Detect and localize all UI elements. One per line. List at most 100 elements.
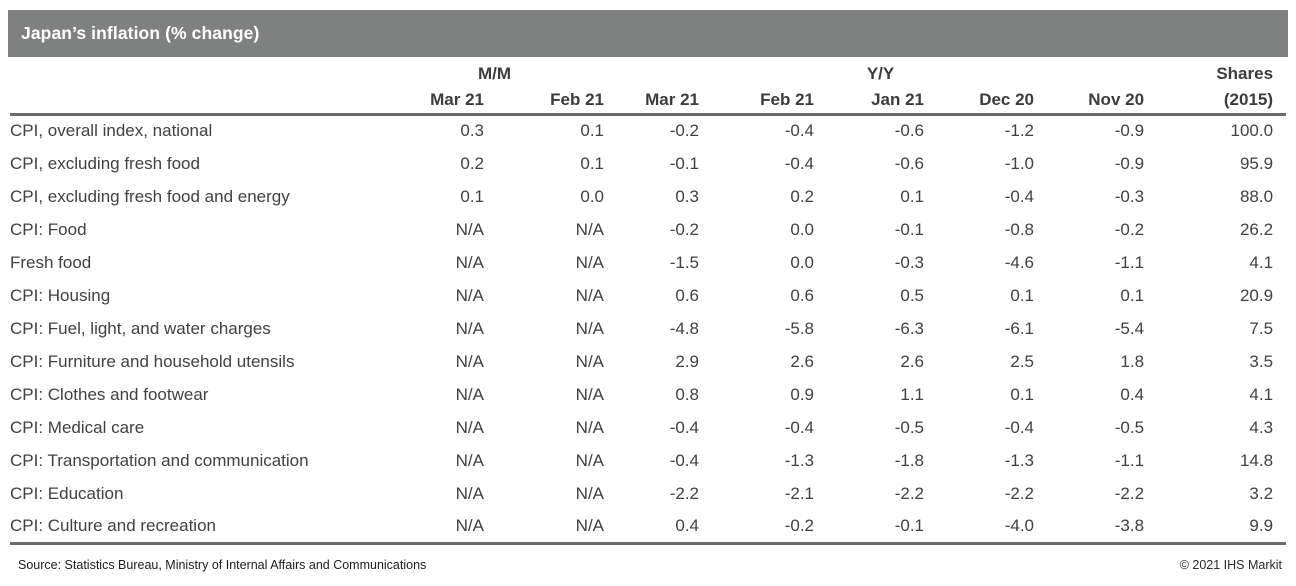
cell-value: N/A [575,483,605,503]
cell-value: -2.2 [894,483,925,503]
row-label: CPI: Clothes and footwear [10,384,209,404]
cell-value: -0.4 [1004,186,1035,206]
cell-value: 0.1 [1010,285,1035,305]
cell-value: -0.9 [1114,153,1145,173]
cell-value: 0.9 [790,384,815,404]
cell-value: 2.9 [675,351,700,371]
cell-value: N/A [575,219,605,239]
cell-value: 2.6 [900,351,925,371]
cell-value: 0.4 [1120,384,1145,404]
cell-value: 0.1 [460,186,484,206]
cell-value: -0.4 [1004,417,1035,437]
cell-value: -0.5 [894,417,925,437]
cell-value: N/A [575,351,605,371]
column-header-period: Mar 21 [617,87,713,116]
cell-value: -2.2 [1114,483,1145,503]
cell-value: N/A [455,252,484,272]
cell-value: N/A [455,219,484,239]
cell-value: -0.6 [894,153,925,173]
cell-value: -0.3 [894,252,925,272]
row-label: CPI: Furniture and household utensils [10,351,295,371]
source-note: Source: Statistics Bureau, Ministry of I… [18,558,427,572]
row-label: CPI: Food [10,219,87,239]
column-header-period: Feb 21 [497,87,618,116]
cell-value: -0.6 [894,121,925,141]
cell-value: -5.4 [1114,318,1145,338]
cell-value: 14.8 [1239,450,1274,470]
row-label: CPI, excluding fresh food and energy [10,186,290,206]
group-header-spacer [10,60,385,87]
table-row: CPI: Housing N/A N/A 0.6 0.6 0.5 0.1 0.1 20.9 [10,279,1286,312]
cell-value: -0.2 [712,510,828,545]
cell-value: -0.1 [894,219,925,239]
table-row: CPI: Transportation and communication N/A… [10,444,1286,477]
cell-value: 20.9 [1239,285,1274,305]
row-label: CPI: Fuel, light, and water charges [10,318,271,338]
cell-value: 100.0 [1230,121,1274,141]
row-label: CPI: Housing [10,285,111,305]
cell-value: N/A [455,450,484,470]
row-label: CPI: Transportation and communication [10,450,309,470]
table-row: CPI: Clothes and footwear N/A N/A 0.8 0.9 1.1… [10,378,1286,411]
cell-value: -0.8 [1004,219,1035,239]
cell-value: N/A [455,384,484,404]
cell-value: 0.6 [675,285,700,305]
table-row: CPI: Medical care N/A N/A -0.4 -0.4 -0.5 -0.4 -… [10,411,1286,444]
cell-value: -4.6 [1004,252,1035,272]
cell-value: -0.1 [669,153,700,173]
cell-value: N/A [575,384,605,404]
cell-value: 4.1 [1249,252,1274,272]
table-row: CPI: Culture and recreation N/A N/A 0.4 -0.2… [10,510,1287,545]
cell-value: 0.2 [460,153,484,173]
cell-value: N/A [385,510,497,545]
cell-value: N/A [455,417,484,437]
cell-value: N/A [575,285,605,305]
cell-value: N/A [455,483,484,503]
cell-value: -0.2 [669,121,700,141]
row-label: CPI: Culture and recreation [10,510,385,545]
cell-value: -6.3 [894,318,925,338]
cell-value: -0.4 [669,450,700,470]
cell-value: 88.0 [1239,186,1274,206]
column-group-header-row: M/M Y/Y Shares [10,60,1286,87]
cell-value: -2.2 [669,483,700,503]
cell-value: -1.1 [1114,252,1145,272]
cell-value: 0.4 [617,510,713,545]
cell-value: 3.2 [1249,483,1274,503]
table-body: CPI, overall index, national 0.3 0.1 -0.2 -0… [10,114,1287,545]
row-label: CPI, excluding fresh food [10,153,200,173]
row-label: Fresh food [10,252,92,272]
cell-value: 0.1 [1120,285,1145,305]
cell-value: N/A [455,285,484,305]
cell-value: 26.2 [1239,219,1274,239]
cell-value: 2.6 [790,351,815,371]
cell-value: -2.1 [784,483,815,503]
cell-value: -0.4 [669,417,700,437]
cell-value: 0.0 [580,186,605,206]
table-title: Japan’s inflation (% change) [21,23,260,43]
column-header-row: Mar 21 Feb 21 Mar 21 Feb 21 Jan 21 Dec 20 Nov … [10,87,1287,116]
cell-value: -1.3 [784,450,815,470]
cell-value: -1.3 [1004,450,1035,470]
table-row: CPI, overall index, national 0.3 0.1 -0.2 -0… [10,114,1286,147]
table-row: CPI, excluding fresh food and energy 0.1 0… [10,180,1286,213]
cell-value: N/A [575,450,605,470]
cell-value: N/A [575,318,605,338]
cell-value: 0.3 [675,186,700,206]
row-label: CPI, overall index, national [10,121,213,141]
cell-value: -1.2 [1004,121,1035,141]
cell-value: 4.1 [1249,384,1274,404]
cell-value: 1.8 [1120,351,1145,371]
cell-value: -0.4 [784,121,815,141]
cell-value: 3.5 [1249,351,1274,371]
table-title-bar: Japan’s inflation (% change) [8,10,1288,57]
cell-value: N/A [455,318,484,338]
cell-value: N/A [575,417,605,437]
column-header-spacer [10,87,385,116]
cell-value: 1.1 [900,384,925,404]
column-header-shares-year: (2015) [1157,87,1287,116]
cell-value: -5.8 [784,318,815,338]
column-header-period: Nov 20 [1047,87,1158,116]
cell-value: -6.1 [1004,318,1035,338]
